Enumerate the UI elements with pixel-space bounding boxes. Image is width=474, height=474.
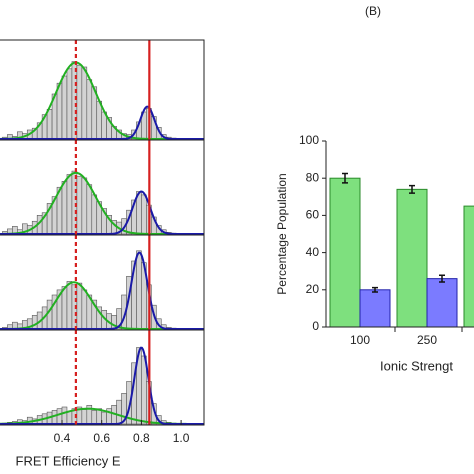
fit-curve (0, 105, 204, 140)
hist-bar (86, 184, 93, 235)
hist-bar (66, 68, 73, 140)
x-tick-label: 1.0 (173, 431, 190, 445)
bar (359, 289, 391, 328)
bar (463, 205, 474, 328)
y-tick-label: 100 (299, 133, 319, 147)
y-tick-label: 20 (306, 282, 320, 296)
bar (426, 278, 458, 328)
hist-bar (56, 82, 63, 140)
hist-bar (86, 79, 93, 140)
hist-bar (76, 282, 83, 330)
y-tick-label: 60 (306, 208, 320, 222)
bar (329, 177, 361, 328)
axes (325, 141, 474, 328)
fit-curve (0, 190, 204, 235)
error-bar (372, 286, 378, 293)
hist-bar (61, 406, 68, 425)
y-axis-label: Percentage Population (275, 173, 289, 294)
x-tick-label: 100 (350, 333, 370, 347)
hist-bar (141, 194, 147, 235)
hist-bar (46, 109, 53, 140)
hist-bar (56, 408, 63, 425)
hist-bar (61, 181, 68, 235)
x-tick-label: 0.6 (93, 431, 110, 445)
hist-bar (66, 174, 73, 235)
x-axis-label: FRET Efficiency E (16, 453, 121, 468)
panel-title: (B) (365, 4, 381, 18)
hist-bar (76, 64, 83, 140)
error-bar (439, 274, 445, 283)
hist-bar (46, 299, 53, 330)
hist-bar (81, 177, 88, 235)
hist-bar (116, 399, 122, 425)
error-bar (409, 184, 415, 194)
hist-bar (91, 410, 98, 425)
y-tick-label: 80 (306, 170, 320, 184)
x-tick-label: 0.8 (133, 431, 150, 445)
hist-bar (91, 194, 98, 235)
x-tick-label: 0.4 (54, 431, 71, 445)
error-bar (342, 172, 348, 184)
hist-bar (61, 286, 68, 330)
hist-bar (81, 66, 88, 140)
hist-bar (101, 411, 107, 425)
hist-bar (66, 410, 73, 425)
x-axis-label: Ionic Strengt (380, 358, 453, 373)
hist-bar (76, 175, 83, 235)
hist-bar (31, 315, 38, 330)
hist-bar (61, 75, 68, 140)
x-tick-label: 250 (417, 333, 437, 347)
hist-bar (66, 281, 73, 330)
hist-bar (136, 250, 142, 330)
hist-bar (81, 289, 88, 330)
y-tick-label: 0 (312, 319, 319, 333)
bar (396, 188, 428, 328)
fit-curve (0, 251, 204, 330)
panel-frame (0, 329, 205, 426)
y-tick-label: 40 (306, 245, 320, 259)
hist-bar (81, 409, 88, 425)
